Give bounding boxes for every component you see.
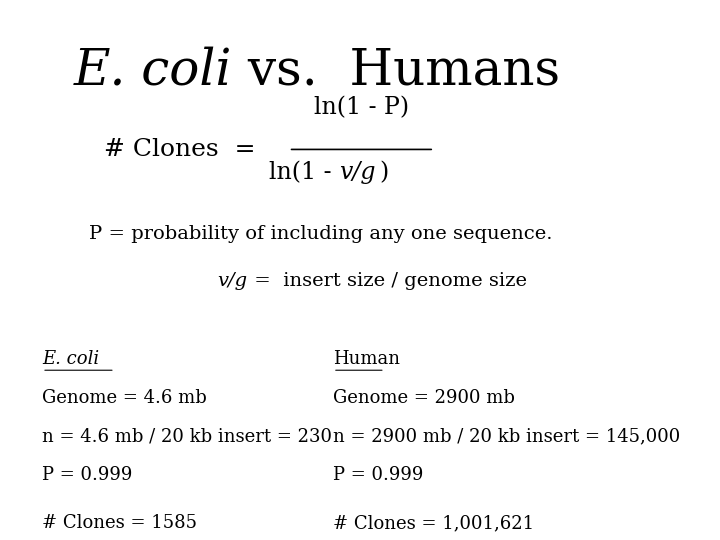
Text: # Clones  =: # Clones = — [104, 138, 264, 161]
Text: P = probability of including any one sequence.: P = probability of including any one seq… — [89, 225, 552, 243]
Text: ln(1 -: ln(1 - — [269, 161, 339, 184]
Text: # Clones = 1585: # Clones = 1585 — [42, 514, 197, 532]
Text: E. coli: E. coli — [42, 350, 99, 368]
Text: Genome = 2900 mb: Genome = 2900 mb — [333, 389, 515, 407]
Text: P = 0.999: P = 0.999 — [333, 466, 423, 484]
Text: E. coli: E. coli — [73, 46, 232, 96]
Text: =  insert size / genome size: = insert size / genome size — [248, 273, 526, 291]
Text: Genome = 4.6 mb: Genome = 4.6 mb — [42, 389, 207, 407]
Text: P = 0.999: P = 0.999 — [42, 466, 132, 484]
Text: n = 2900 mb / 20 kb insert = 145,000: n = 2900 mb / 20 kb insert = 145,000 — [333, 427, 680, 446]
Text: # Clones = 1,001,621: # Clones = 1,001,621 — [333, 514, 534, 532]
Text: v/g: v/g — [339, 161, 376, 184]
Text: n = 4.6 mb / 20 kb insert = 230: n = 4.6 mb / 20 kb insert = 230 — [42, 427, 332, 446]
Text: Human: Human — [333, 350, 400, 368]
Text: vs.  Humans: vs. Humans — [232, 46, 560, 96]
Text: ): ) — [379, 161, 388, 184]
Text: ln(1 - P): ln(1 - P) — [314, 96, 409, 119]
Text: v/g: v/g — [217, 273, 248, 291]
